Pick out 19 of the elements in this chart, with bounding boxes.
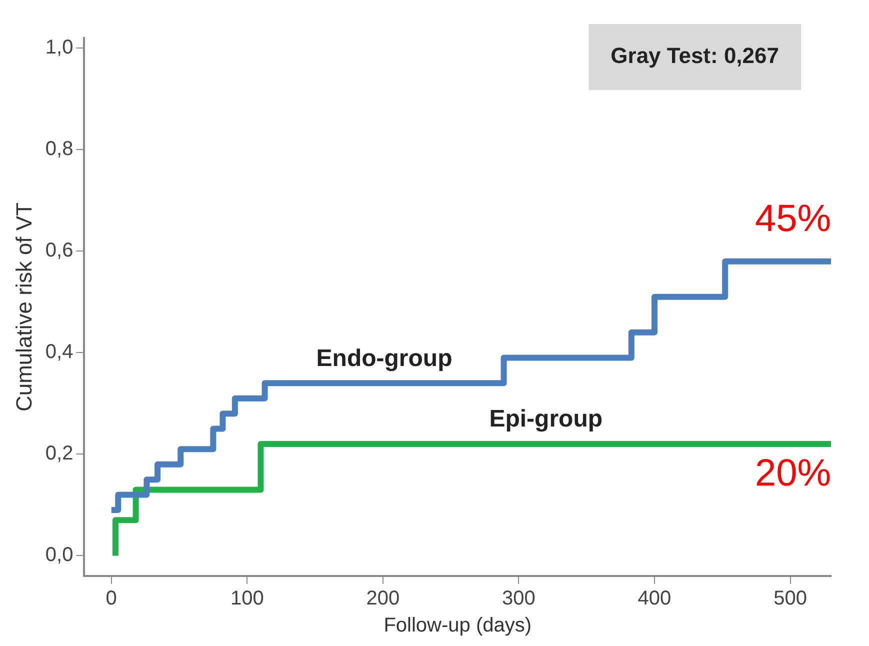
y-tick-label: 1,0 [45, 36, 74, 59]
y-tick-label: 0,2 [45, 442, 74, 465]
x-tick-label: 500 [774, 588, 807, 610]
x-tick-label: 400 [638, 588, 672, 610]
y-tick-label: 0,0 [45, 544, 74, 566]
annotation: Gray Test: 0,267 [610, 43, 780, 68]
y-tick-label: 0,4 [45, 341, 74, 364]
x-tick-label: 300 [502, 588, 536, 610]
annotation: 45% [754, 198, 831, 240]
series-label: Epi-group [489, 406, 603, 433]
y-axis-title: Cumulative risk of VT [11, 202, 36, 412]
x-tick-label: 200 [366, 588, 400, 610]
series-label: Endo-group [316, 344, 452, 372]
x-axis-title: Follow-up (days) [384, 614, 532, 637]
x-tick-label: 100 [230, 588, 264, 610]
y-tick-label: 0,8 [45, 138, 74, 160]
y-tick-label: 0,6 [45, 240, 74, 262]
annotation: 20% [754, 452, 831, 495]
x-tick-label: 0 [106, 588, 117, 610]
